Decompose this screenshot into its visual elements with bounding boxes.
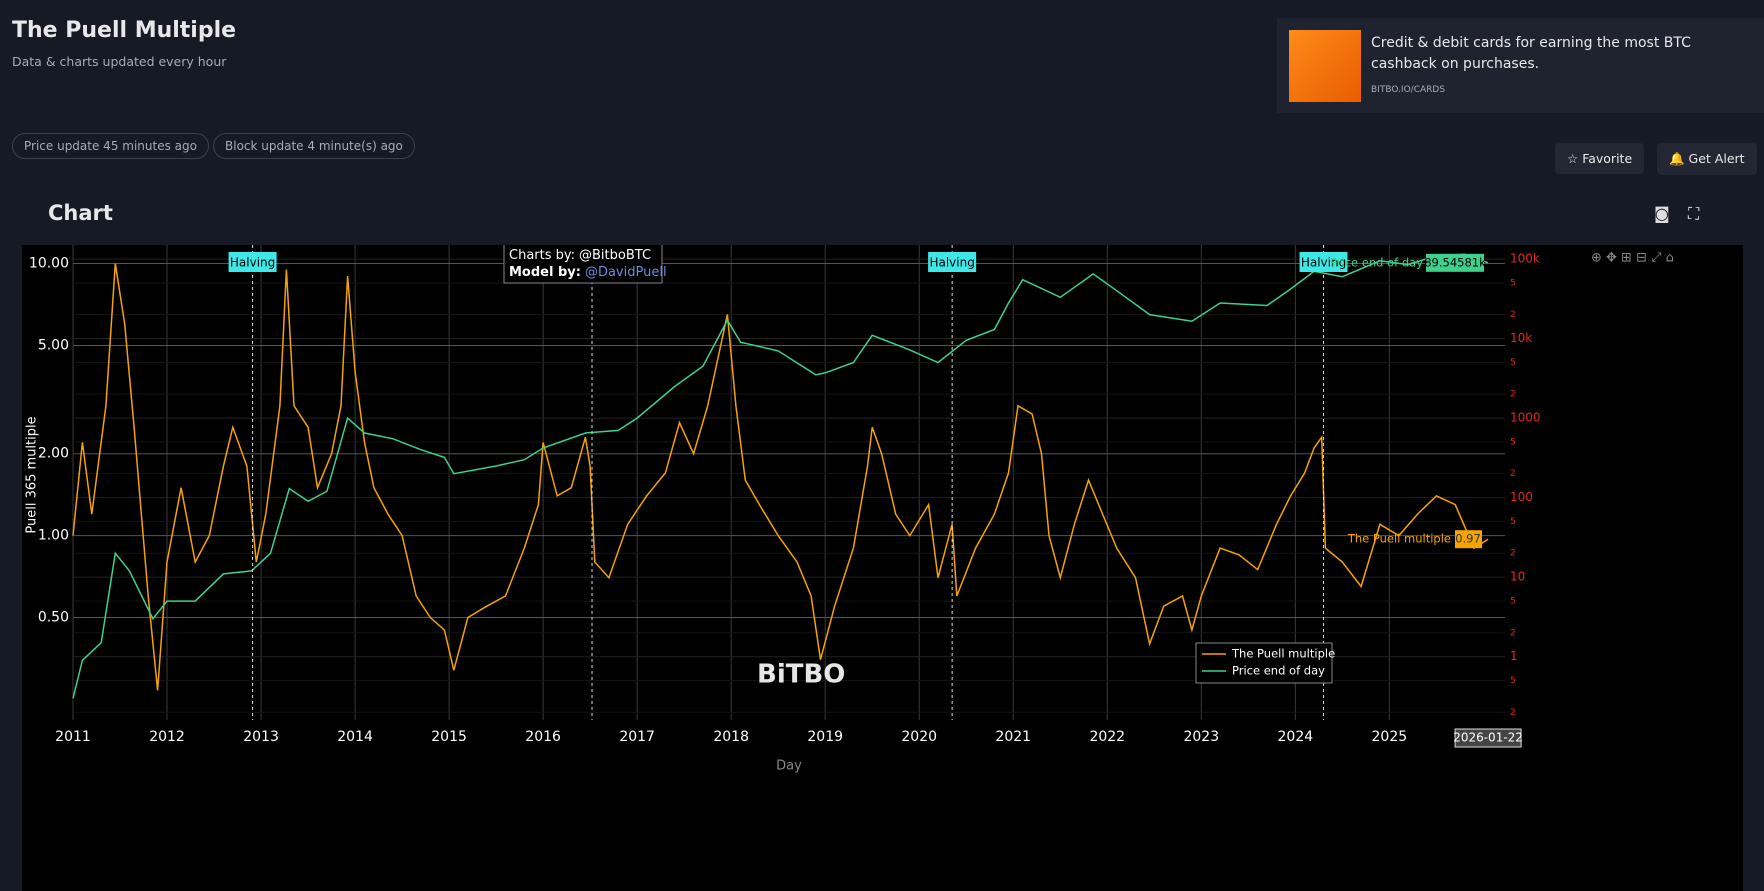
hover-name: The Puell multiple — [1347, 532, 1451, 546]
y2-tick-label: 5 — [1510, 676, 1516, 686]
series-line — [72, 263, 1489, 691]
y2-tick-label: 5 — [1510, 597, 1516, 607]
ad-url: BITBO.IO/CARDS — [1371, 85, 1446, 95]
x-tick-label: 2022 — [1089, 729, 1125, 745]
hover-value: 89.54581k — [1424, 255, 1486, 269]
credits: Model by: @DavidPuell — [509, 265, 667, 280]
fullscreen-icon[interactable]: ⛶ — [1688, 204, 1700, 223]
credits-box — [503, 245, 663, 284]
x-tick-label: 2014 — [337, 729, 373, 745]
y2-tick-label: 5 — [1510, 517, 1516, 527]
credits-label: Model by: — [509, 265, 581, 280]
hover-box — [1426, 253, 1484, 272]
y-tick-label: 10.00 — [29, 256, 69, 272]
ad-text: Credit & debit cards for earning the mos… — [1371, 35, 1691, 72]
halving-label: Halving — [230, 256, 275, 270]
y-tick-label: 1.00 — [38, 528, 69, 544]
ad-box[interactable]: Credit & debit cards for earning the mos… — [1277, 18, 1764, 113]
x-tick-label: 2020 — [901, 729, 937, 745]
status-pill: Price update 45 minutes ago — [12, 133, 209, 159]
y2-tick-label: 10 — [1510, 570, 1525, 584]
page-subtitle: Data & charts updated every hour — [12, 54, 227, 69]
x-tick-label: 2023 — [1183, 729, 1219, 745]
button-label: Favorite — [1582, 151, 1633, 166]
status-pill: Block update 4 minute(s) ago — [213, 133, 415, 159]
hover-value: 0.97 — [1455, 532, 1481, 546]
x-tick-label: 2016 — [525, 729, 561, 745]
hover-name: Price end of day — [1330, 255, 1423, 269]
y2-tick-label: 2 — [1510, 390, 1516, 400]
x-tick-label: 2019 — [807, 729, 843, 745]
x-axis-title: Day — [776, 759, 802, 774]
y-tick-label: 2.00 — [38, 446, 69, 462]
x-tick-label: 2015 — [431, 729, 467, 745]
y2-tick-label: 1 — [1510, 649, 1518, 663]
y-tick-label: 0.50 — [38, 610, 69, 626]
x-tick-label: 2012 — [149, 729, 185, 745]
series-line — [72, 253, 1489, 699]
watermark: BiTBO — [757, 660, 845, 690]
x-tick-label: 2018 — [713, 729, 749, 745]
halving-label: Halving — [929, 256, 974, 270]
y2-tick-label: 2 — [1510, 310, 1516, 320]
credits-value: @BitboBTC — [579, 248, 651, 263]
y2-tick-label: 2 — [1510, 708, 1516, 718]
page-title: The Puell Multiple — [12, 18, 237, 43]
y2-tick-label: 5 — [1510, 358, 1516, 368]
y-tick-label: 5.00 — [38, 337, 69, 353]
alert-button[interactable]: 🔔 Get Alert — [1657, 143, 1757, 175]
y2-tick-label: 2 — [1510, 549, 1516, 559]
y-axis-title: Puell 365 multiple — [25, 416, 40, 533]
y2-tick-label: 100k — [1510, 252, 1540, 266]
y2-tick-label: 100 — [1510, 490, 1533, 504]
y2-tick-label: 2 — [1510, 628, 1516, 638]
halving-box — [1299, 252, 1348, 272]
chart: ⊕ ✥ ⊞ ⊟ ⤢ ⌂ 2011 2012 2013 2014 2015 2016 2017… — [22, 245, 1743, 891]
legend-label: The Puell multiple — [1231, 647, 1335, 661]
x-tick-label: 2024 — [1278, 729, 1314, 745]
x-tick-label: 2017 — [619, 729, 655, 745]
credits-value: @DavidPuell — [585, 265, 667, 280]
y2-tick-label: 1000 — [1510, 411, 1541, 425]
credits-label: Charts by: — [509, 248, 575, 263]
x-tick-label: 2011 — [55, 729, 91, 745]
x-tick-label: 2025 — [1372, 729, 1408, 745]
button-label: Get Alert — [1688, 151, 1745, 166]
halving-box — [228, 252, 277, 272]
ad-image — [1289, 30, 1361, 102]
hover-box — [1455, 530, 1482, 549]
hover-date: 2026-01-22 — [1453, 731, 1523, 745]
favorite-button[interactable]: ☆ Favorite — [1555, 143, 1645, 174]
x-tick-label: 2021 — [995, 729, 1031, 745]
x-tick-label: 2013 — [243, 729, 279, 745]
y2-tick-label: 5 — [1510, 438, 1516, 448]
y2-tick-label: 5 — [1510, 278, 1516, 288]
camera-icon[interactable]: ◙ — [1654, 204, 1670, 223]
y2-tick-label: 10k — [1510, 331, 1532, 345]
halving-label: Halving — [1301, 256, 1346, 270]
y2-tick-label: 2 — [1510, 469, 1516, 479]
credits: Charts by: @BitboBTC — [509, 248, 651, 263]
toolbar[interactable]: ⊕ ✥ ⊞ ⊟ ⤢ ⌂ — [1591, 251, 1674, 266]
legend-label: Price end of day — [1232, 664, 1325, 678]
hover-date-box — [1454, 728, 1522, 748]
legend-box — [1195, 642, 1333, 684]
halving-box — [928, 252, 977, 272]
section-title: Chart — [48, 201, 113, 225]
